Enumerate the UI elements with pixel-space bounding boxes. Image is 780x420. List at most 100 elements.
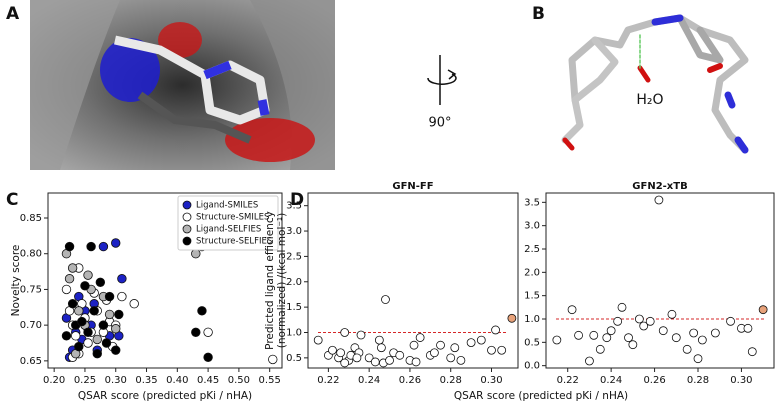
- chart-title: GFN2-xTB: [632, 181, 687, 192]
- chart-title: GFN-FF: [392, 181, 433, 192]
- data-point: [415, 333, 425, 342]
- legend-marker: [182, 236, 192, 246]
- data-point: [104, 291, 115, 302]
- data-point: [352, 353, 362, 363]
- data-point: [624, 333, 633, 343]
- data-point: [595, 344, 605, 354]
- data-point: [92, 334, 102, 345]
- x-axis-label: QSAR score (predicted pKi / nHA): [454, 390, 628, 402]
- x-tick-label: 0.50: [228, 375, 250, 386]
- panel-label: A: [6, 4, 20, 24]
- protein-pocket-render: [30, 0, 335, 170]
- ligand-render: [561, 14, 749, 154]
- y-axis-label: (normalized) /(kcal mol⁻¹): [276, 213, 288, 348]
- y-axis-label: Novelty score: [10, 245, 22, 317]
- data-point: [111, 324, 121, 334]
- water-label: H₂O: [636, 92, 663, 108]
- data-point: [197, 306, 207, 316]
- y-tick-label: 1.5: [286, 302, 302, 313]
- data-point: [693, 354, 703, 364]
- data-point: [743, 323, 753, 333]
- data-point: [456, 355, 466, 365]
- data-point: [450, 343, 460, 353]
- data-point: [203, 352, 213, 362]
- data-point: [654, 195, 664, 205]
- data-point: [710, 328, 720, 338]
- data-point: [67, 299, 78, 309]
- data-point: [602, 333, 612, 343]
- x-tick-label: 0.20: [43, 375, 65, 386]
- x-tick-label: 0.30: [105, 375, 127, 386]
- legend-label: Structure-SELFIES: [196, 237, 272, 247]
- data-point: [370, 357, 380, 367]
- y-tick-label: 1.5: [524, 291, 540, 302]
- data-point: [86, 241, 96, 252]
- data-point: [466, 338, 476, 348]
- data-point: [574, 330, 583, 340]
- data-point: [74, 306, 84, 316]
- y-tick-label: 0.0: [524, 361, 540, 372]
- x-tick-label: 0.35: [135, 375, 157, 386]
- rotation-label: 90°: [428, 116, 451, 131]
- legend-marker: [182, 200, 192, 210]
- data-point: [613, 316, 623, 326]
- data-point: [98, 241, 109, 252]
- data-point: [639, 321, 649, 331]
- data-point: [747, 347, 757, 357]
- data-point: [101, 338, 112, 348]
- legend-box: [177, 195, 279, 251]
- data-point: [203, 327, 213, 337]
- data-point: [104, 309, 115, 320]
- data-point: [697, 335, 707, 345]
- data-point: [376, 343, 386, 353]
- y-tick-label: 3.5: [286, 201, 302, 212]
- data-point: [385, 355, 394, 365]
- data-point: [61, 284, 72, 295]
- rotation-icon: [427, 55, 457, 105]
- y-tick-label: 2.5: [524, 244, 540, 255]
- data-point: [83, 338, 93, 348]
- data-point: [395, 350, 405, 360]
- data-point: [191, 327, 201, 337]
- x-tick-label: 0.26: [643, 375, 665, 386]
- data-point: [758, 305, 768, 315]
- data-point: [589, 330, 599, 340]
- legend-label: Ligand-SMILES: [196, 201, 258, 211]
- data-point: [671, 333, 681, 343]
- data-point: [129, 299, 139, 309]
- data-point: [487, 345, 496, 355]
- data-point: [114, 309, 124, 320]
- y-tick-label: 2.0: [286, 277, 302, 288]
- data-point: [658, 326, 668, 336]
- data-point: [67, 263, 78, 273]
- data-point: [645, 316, 655, 326]
- x-tick-label: 0.55: [259, 375, 281, 386]
- x-axis-label: QSAR score (predicted pKi / nHA): [78, 390, 252, 402]
- data-point: [567, 305, 577, 315]
- data-point: [191, 249, 201, 259]
- data-point: [585, 356, 594, 366]
- data-point: [628, 340, 638, 350]
- legend-marker: [182, 212, 192, 222]
- y-tick-label: 3.0: [524, 221, 540, 232]
- data-point: [689, 328, 699, 338]
- data-point: [682, 344, 692, 354]
- y-axis-label: Predicted ligand efficiency: [264, 211, 276, 350]
- x-tick-label: 0.28: [687, 375, 709, 386]
- data-point: [411, 357, 421, 367]
- data-point: [356, 330, 366, 340]
- x-tick-label: 0.25: [74, 375, 96, 386]
- data-point: [552, 335, 562, 345]
- data-point: [111, 345, 121, 355]
- legend-marker: [182, 224, 192, 234]
- data-point: [64, 241, 75, 252]
- data-point: [64, 274, 75, 284]
- data-point: [111, 238, 121, 248]
- panel-label: B: [532, 4, 545, 24]
- data-point: [340, 358, 350, 368]
- data-point: [89, 306, 99, 316]
- data-point: [268, 354, 278, 365]
- y-tick-label: 3.5: [524, 197, 540, 208]
